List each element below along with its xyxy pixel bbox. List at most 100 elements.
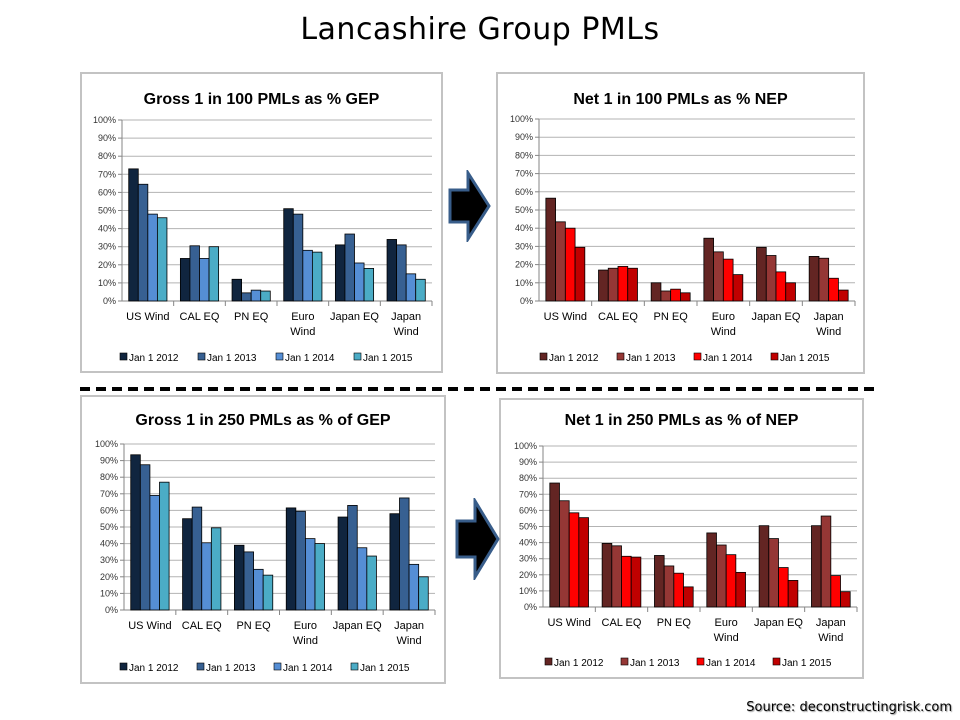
x-category-label: Japan EQ <box>754 617 803 629</box>
x-category-label: Japan EQ <box>330 311 379 323</box>
bar-jan-1-2012-japan-eq <box>334 244 346 302</box>
bar-jan-1-2014-japan-wind <box>830 575 841 608</box>
y-tick-label: 80% <box>98 151 116 161</box>
bar-jan-1-2013-japan-wind <box>818 257 830 302</box>
x-category-label: Japan <box>391 311 421 323</box>
y-tick-label: 90% <box>519 457 537 467</box>
bar-jan-1-2014-cal-eq <box>617 266 629 302</box>
y-tick-label: 50% <box>100 522 118 532</box>
bar-jan-1-2015-japan-wind <box>838 289 849 302</box>
legend-item: Jan 1 2014 <box>696 657 756 669</box>
bar-jan-1-2014-japan-eq <box>356 547 368 611</box>
y-tick-label: 0% <box>103 296 116 306</box>
bar-jan-1-2015-pn-eq <box>260 290 271 302</box>
chart-svg: Net 1 in 250 PMLs as % of NEP 0% 10% 20% 30%… <box>514 412 858 669</box>
y-tick-label: 40% <box>98 224 116 234</box>
x-category-label: Japan <box>816 617 846 629</box>
legend-item: Jan 1 2014 <box>275 352 335 364</box>
y-tick-label: 80% <box>519 473 537 483</box>
legend-label: Jan 1 2013 <box>630 658 680 669</box>
x-category-label: Wind <box>711 326 736 338</box>
legend-label: Jan 1 2013 <box>207 353 257 364</box>
y-tick-label: 60% <box>100 505 118 515</box>
chart-title: Gross 1 in 100 PMLs as % GEP <box>144 91 380 108</box>
bar-jan-1-2015-japan-eq <box>366 555 377 611</box>
bar-jan-1-2012-japan-wind <box>386 239 398 302</box>
legend-label: Jan 1 2012 <box>129 663 179 674</box>
x-category-label: PN EQ <box>236 620 271 632</box>
legend-swatch <box>119 662 128 671</box>
bar-jan-1-2015-japan-wind <box>418 576 429 611</box>
legend-item: Jan 1 2013 <box>196 662 256 674</box>
chart-title: Net 1 in 250 PMLs as % of NEP <box>565 412 799 429</box>
y-tick-label: 40% <box>100 539 118 549</box>
legend-swatch <box>275 352 284 361</box>
x-category-label: US Wind <box>128 620 171 632</box>
bar-jan-1-2012-pn-eq <box>234 544 245 611</box>
y-tick-label: 10% <box>98 278 116 288</box>
legend-label: Jan 1 2015 <box>360 663 410 674</box>
y-tick-label: 10% <box>519 586 537 596</box>
x-category-label: US Wind <box>126 311 169 323</box>
x-category-label: Euro <box>712 311 735 323</box>
bar-jan-1-2013-us-wind <box>559 500 570 608</box>
x-category-label: Japan <box>814 311 844 323</box>
y-tick-label: 80% <box>515 150 533 160</box>
bar-jan-1-2015-cal-eq <box>208 246 220 302</box>
y-tick-label: 100% <box>514 441 537 451</box>
bar-jan-1-2015-euro-wind <box>311 251 323 302</box>
page-title: Lancashire Group PMLs <box>300 12 660 47</box>
bar-jan-1-2015-euro-wind <box>732 274 744 302</box>
y-tick-label: 50% <box>519 522 537 532</box>
y-tick-label: 90% <box>100 456 118 466</box>
x-category-label: Wind <box>290 326 315 338</box>
x-category-label: Wind <box>816 326 841 338</box>
bar-jan-1-2013-euro-wind <box>292 213 304 302</box>
section-divider <box>80 387 875 391</box>
y-tick-label: 20% <box>100 572 118 582</box>
x-category-label: Wind <box>714 632 739 644</box>
y-tick-label: 70% <box>100 489 118 499</box>
x-category-label: Euro <box>294 620 317 632</box>
bar-jan-1-2015-euro-wind <box>735 571 746 608</box>
legend-swatch <box>693 352 702 361</box>
legend-item: Jan 1 2015 <box>770 352 830 364</box>
legend-label: Jan 1 2014 <box>703 353 753 364</box>
y-tick-label: 100% <box>510 114 533 124</box>
bar-jan-1-2012-japan-eq <box>756 246 767 302</box>
bar-jan-1-2014-cal-eq <box>621 555 632 608</box>
y-tick-label: 90% <box>515 132 533 142</box>
bar-jan-1-2012-pn-eq <box>650 282 662 302</box>
arrow-right-icon <box>455 498 500 580</box>
bar-jan-1-2013-us-wind <box>137 183 149 302</box>
x-category-label: Euro <box>715 617 738 629</box>
legend-label: Jan 1 2012 <box>554 658 604 669</box>
bar-jan-1-2013-euro-wind <box>716 544 727 608</box>
bar-jan-1-2014-pn-eq <box>670 288 681 302</box>
bar-jan-1-2013-cal-eq <box>611 545 622 608</box>
y-tick-label: 90% <box>98 133 116 143</box>
bar-jan-1-2015-euro-wind <box>314 543 325 611</box>
legend-label: Jan 1 2013 <box>206 663 256 674</box>
chart-title: Gross 1 in 250 PMLs as % of GEP <box>135 412 391 429</box>
y-tick-label: 40% <box>519 538 537 548</box>
legend-swatch <box>273 662 282 671</box>
bar-jan-1-2012-euro-wind <box>285 507 297 611</box>
y-tick-label: 40% <box>515 223 533 233</box>
x-category-label: US Wind <box>547 617 590 629</box>
bar-jan-1-2014-us-wind <box>149 495 160 611</box>
bar-jan-1-2014-cal-eq <box>199 258 210 302</box>
y-tick-label: 70% <box>515 169 533 179</box>
bar-jan-1-2012-us-wind <box>549 482 560 608</box>
bar-jan-1-2014-euro-wind <box>725 554 737 608</box>
legend-item: Jan 1 2013 <box>197 352 257 364</box>
x-category-label: PN EQ <box>234 311 269 323</box>
y-tick-label: 60% <box>98 187 116 197</box>
chart-title: Net 1 in 100 PMLs as % NEP <box>573 91 788 108</box>
bar-jan-1-2014-japan-eq <box>354 262 365 302</box>
bar-jan-1-2015-japan-eq <box>787 580 799 608</box>
legend-label: Jan 1 2015 <box>363 353 413 364</box>
bar-jan-1-2012-cal-eq <box>182 518 193 611</box>
y-tick-label: 100% <box>95 439 118 449</box>
y-tick-label: 0% <box>524 602 537 612</box>
